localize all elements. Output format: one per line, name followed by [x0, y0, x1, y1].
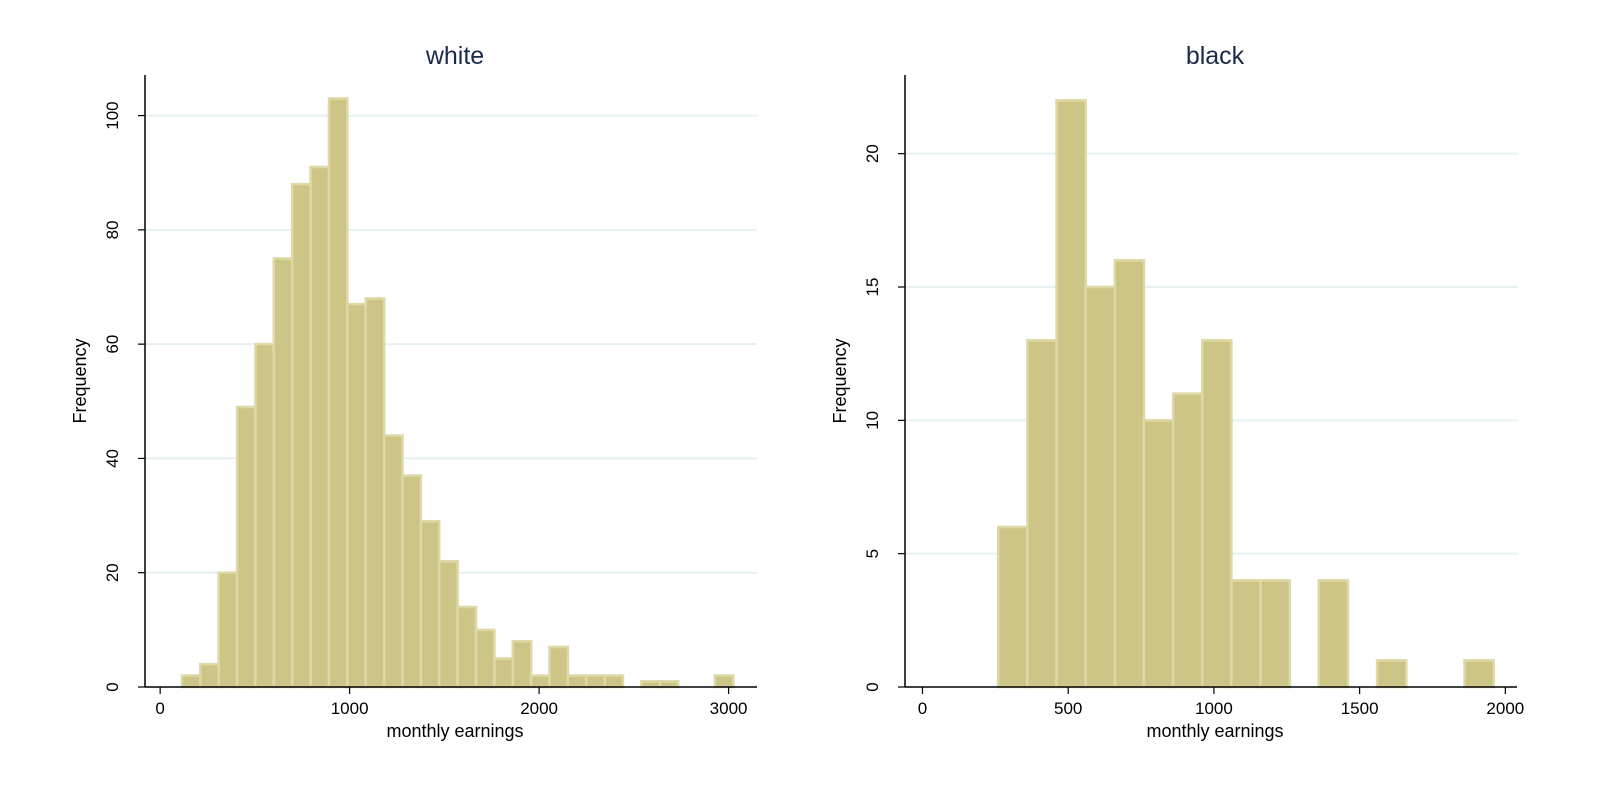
histogram-panel-black: 0 5 10 15 20 0 500 1000 1500 2000 black monthly ear… — [830, 42, 1524, 741]
histogram-bar — [419, 520, 441, 689]
y-tick-label: 20 — [863, 144, 882, 163]
histogram-bar — [548, 645, 570, 689]
x-tick-label: 2000 — [1486, 699, 1524, 718]
histogram-bar — [327, 97, 349, 689]
y-tick-label: 0 — [103, 682, 122, 691]
x-tick-label: 1500 — [1341, 699, 1379, 718]
histogram-bar — [1259, 579, 1291, 689]
histogram-bar — [585, 674, 606, 689]
histogram-bar — [474, 628, 496, 689]
chart-title: white — [425, 42, 484, 70]
histogram-bar — [235, 405, 257, 689]
x-tick-label: 1000 — [1195, 699, 1233, 718]
y-tick-label: 40 — [103, 449, 122, 468]
chart-title: black — [1186, 42, 1245, 70]
histogram-bar — [1142, 419, 1175, 689]
histogram-bar — [1026, 339, 1058, 689]
histogram-bar — [1171, 392, 1204, 689]
histogram-bar — [1463, 659, 1495, 689]
histogram-bar — [401, 474, 423, 689]
histogram-bar — [529, 674, 551, 689]
histogram-bar — [438, 560, 459, 689]
histogram-bar — [603, 674, 625, 689]
x-tick-label: 500 — [1054, 699, 1082, 718]
x-tick-label: 3000 — [710, 699, 748, 718]
x-axis-label: monthly earnings — [1146, 721, 1283, 741]
histogram-bar — [272, 257, 294, 689]
x-tick-label: 0 — [918, 699, 927, 718]
histogram-bar — [309, 165, 331, 689]
histogram-bar — [254, 342, 276, 689]
histogram-bar — [1201, 339, 1233, 689]
histogram-bar — [456, 605, 478, 689]
histogram-bar — [290, 182, 312, 689]
histogram-bar — [658, 680, 680, 689]
histogram-bar — [1084, 285, 1117, 689]
histogram-bar — [1375, 659, 1408, 689]
histogram-bar — [566, 674, 588, 689]
histogram-bar — [217, 571, 239, 689]
y-tick-label: 80 — [103, 220, 122, 239]
histogram-bar — [382, 434, 404, 689]
histogram-bar — [1055, 99, 1087, 689]
y-tick-label: 100 — [103, 101, 122, 129]
histogram-bar — [493, 657, 515, 689]
histogram-bar — [199, 662, 220, 689]
histogram-bar — [364, 297, 386, 689]
y-tick-label: 0 — [863, 682, 882, 691]
x-tick-label: 2000 — [520, 699, 558, 718]
y-tick-label: 10 — [863, 411, 882, 430]
histogram-bar — [346, 302, 367, 689]
histogram-bar — [1113, 259, 1146, 689]
histogram-bar — [1317, 579, 1350, 689]
histogram-bar — [713, 674, 735, 689]
y-tick-label: 20 — [103, 563, 122, 582]
histogram-bar — [511, 640, 533, 689]
histogram-bar — [1230, 579, 1262, 689]
y-tick-label: 5 — [863, 549, 882, 558]
y-axis-label: Frequency — [70, 338, 90, 423]
histogram-bar — [180, 674, 202, 689]
x-tick-label: 1000 — [331, 699, 369, 718]
y-axis-label: Frequency — [830, 338, 850, 423]
y-tick-label: 60 — [103, 335, 122, 354]
x-axis-label: monthly earnings — [386, 721, 523, 741]
x-tick-label: 0 — [155, 699, 164, 718]
histogram-bar — [640, 680, 662, 689]
y-tick-label: 15 — [863, 278, 882, 297]
histogram-bar — [997, 525, 1029, 689]
